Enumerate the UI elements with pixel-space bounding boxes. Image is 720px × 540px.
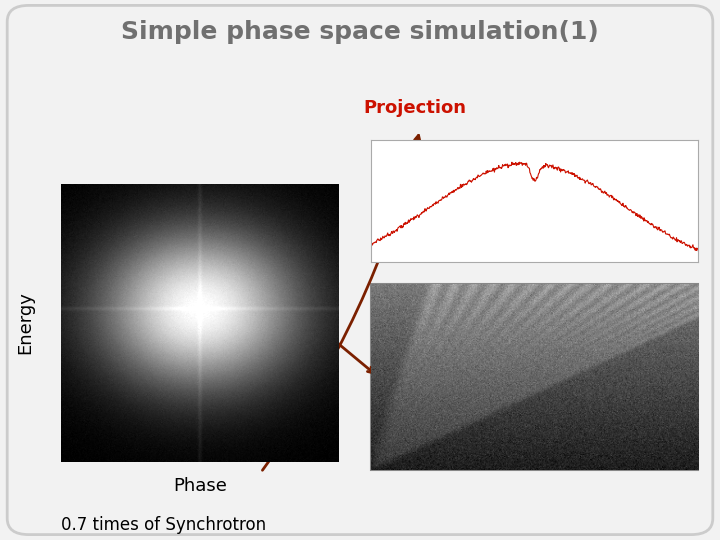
Text: 0.7 times of Synchrotron
oscillation:
Laser field is weak.: 0.7 times of Synchrotron oscillation: La… <box>61 516 266 540</box>
Text: Fresh
Electron: Fresh Electron <box>385 375 456 408</box>
Text: Projection: Projection <box>364 99 467 117</box>
Text: Simple phase space simulation(1): Simple phase space simulation(1) <box>121 21 599 44</box>
Text: Phase: Phase <box>173 477 227 495</box>
Text: Energy: Energy <box>17 291 35 354</box>
